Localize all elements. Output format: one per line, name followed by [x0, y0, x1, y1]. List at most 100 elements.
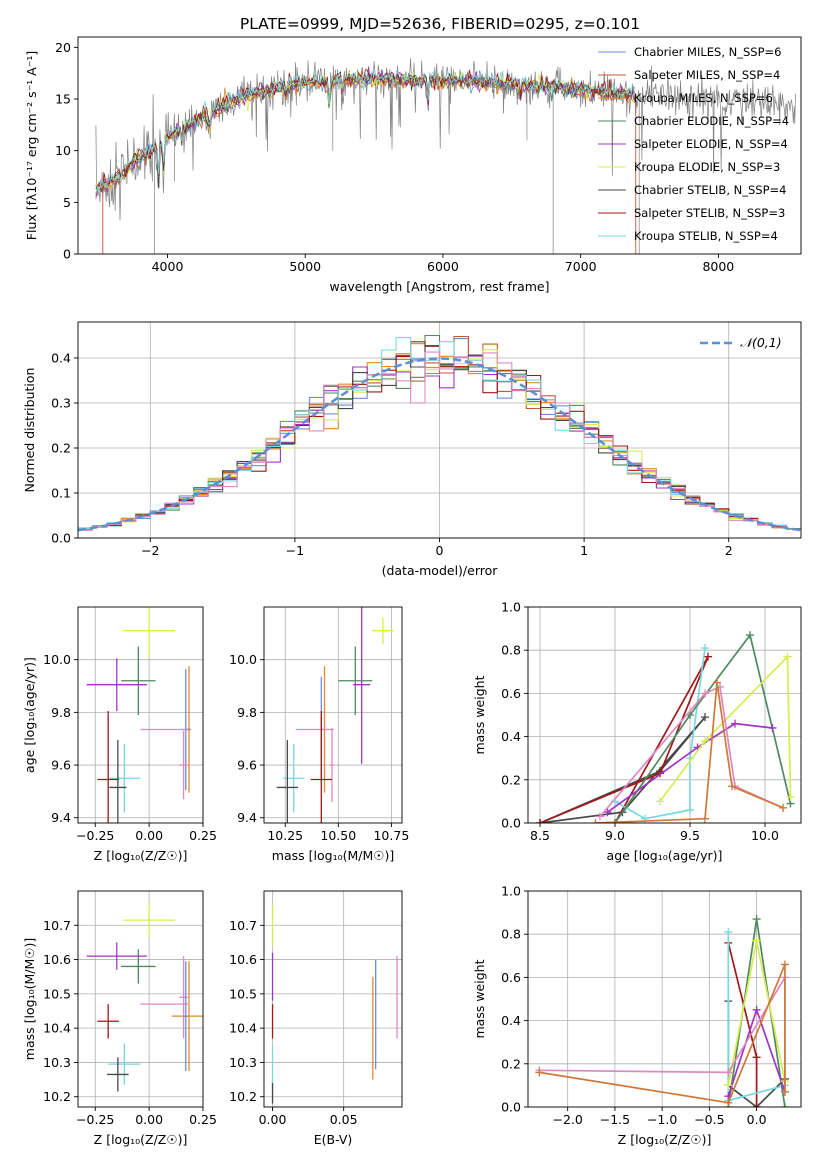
- y-axis-label: mass [log₁₀(M/M☉)]: [22, 938, 37, 1060]
- x-tick-label: −2.0: [552, 1112, 582, 1127]
- weight-marker: [656, 797, 664, 806]
- y-tick-label: 0.4: [51, 351, 71, 366]
- x-tick-label: 0.00: [135, 828, 163, 843]
- x-axis-label: (data-model)/error: [382, 563, 499, 578]
- histogram-series-pink: [78, 351, 801, 531]
- legend-entry: Chabrier STELIB, N_SSP=4: [634, 183, 786, 197]
- legend-entry: Kroupa ELODIE, N_SSP=3: [634, 160, 780, 174]
- weight-marker: [724, 1068, 733, 1077]
- x-tick-label: 1: [580, 543, 588, 558]
- y-tick-label: 0.8: [501, 927, 521, 942]
- y-axis-label: Normed distribution: [22, 368, 37, 493]
- weight-marker: [704, 652, 712, 661]
- weight-marker: [701, 713, 709, 722]
- error-bar-point: [353, 607, 371, 764]
- y-axis-label: Flux [fλ10⁻¹⁷ erg cm⁻² s⁻¹ A⁻¹]: [24, 51, 39, 240]
- weight-marker: [701, 689, 709, 698]
- y-tick-label: 0.2: [51, 441, 71, 456]
- axes-border: [77, 36, 802, 255]
- y-tick-label: 0.0: [501, 1100, 521, 1115]
- error-bar-point: [109, 740, 127, 823]
- y-tick-label: 10.7: [43, 918, 71, 933]
- y-tick-label: 0: [63, 247, 71, 262]
- error-bar-point: [108, 743, 141, 813]
- weight-series-orange2: [539, 963, 786, 1104]
- plot-area: [276, 607, 394, 823]
- axes-frame: 8.5 9.0 9.5 10.0 0.0 0.2 0.4 0.6 0.8 1.0 age [log₁…: [472, 600, 802, 863]
- weight-marker: [724, 1081, 733, 1090]
- axes-border: [527, 890, 802, 1108]
- axes-frame: 4000 5000 6000 7000 8000 0 5 10 15 20 wavelength […: [24, 36, 802, 294]
- x-axis-label: age [log₁₀(age/yr)]: [607, 848, 723, 863]
- x-tick-label: 0.05: [330, 1112, 358, 1127]
- axes-frame: −2 −1 0 1 2 0.0 0.1 0.2 0.3 0.4 (data-model)/error…: [22, 321, 802, 578]
- x-tick-label: −0.5: [694, 1112, 724, 1127]
- weight-marker: [713, 678, 721, 687]
- weight-vs-age-panel: 8.5 9.0 9.5 10.0 0.0 0.2 0.4 0.6 0.8 1.0 age [log₁…: [472, 600, 802, 863]
- legend-entry: Salpeter MILES, N_SSP=4: [634, 68, 780, 82]
- y-tick-label: 9.6: [237, 758, 257, 773]
- legend-entry: Chabrier MILES, N_SSP=6: [634, 45, 781, 59]
- weight-marker: [596, 812, 604, 821]
- x-tick-label: −1.5: [600, 1112, 630, 1127]
- weight-marker: [611, 819, 619, 823]
- error-bar-point: [171, 961, 203, 1071]
- y-tick-label: 10.0: [43, 652, 71, 667]
- weight-marker: [779, 803, 787, 812]
- x-tick-label: 10.75: [373, 828, 409, 843]
- weight-marker: [752, 1053, 761, 1062]
- grid-lines: [528, 890, 801, 1108]
- y-tick-label: 10.0: [229, 652, 257, 667]
- legend-entry: Chabrier ELODIE, N_SSP=4: [634, 114, 789, 128]
- axes-frame: −2.0 −1.5 −1.0 −0.5 0.0 0.0 0.2 0.4 0.6 0.8 1.0 Z […: [472, 884, 802, 1147]
- weight-series-chab-elodie: [614, 634, 792, 823]
- weight-marker: [686, 806, 694, 815]
- x-tick-label: 0.25: [189, 828, 217, 843]
- y-tick-label: 10.6: [229, 952, 257, 967]
- x-tick-label: 9.5: [680, 828, 700, 843]
- weight-marker: [752, 1103, 761, 1107]
- y-tick-label: 10.4: [229, 1021, 257, 1036]
- y-tick-label: 20: [55, 40, 71, 55]
- model-series-salp-stelib: [95, 69, 635, 194]
- model-series-kroupa-stelib: [95, 70, 635, 194]
- y-tick-label: 0.3: [51, 396, 71, 411]
- weight-marker: [746, 631, 754, 640]
- plot-area: [86, 903, 203, 1092]
- plot-area: [536, 631, 795, 823]
- y-tick-label: 0.8: [501, 643, 521, 658]
- error-bar-point: [179, 956, 188, 1039]
- x-tick-label: −2: [141, 543, 159, 558]
- y-tick-label: 0.6: [501, 970, 521, 985]
- y-tick-label: 10.5: [43, 986, 71, 1001]
- y-tick-label: 10.6: [43, 952, 71, 967]
- y-tick-label: 15: [55, 92, 71, 107]
- x-tick-label: 0.25: [189, 1112, 217, 1127]
- x-tick-label: 0.00: [135, 1112, 163, 1127]
- weight-marker: [752, 936, 761, 945]
- weight-marker: [701, 814, 709, 823]
- x-tick-label: 0: [436, 543, 444, 558]
- error-bar-point: [108, 1043, 141, 1085]
- axes-frame: −0.25 0.00 0.25 10.2 10.3 10.4 10.5 10.6 10.7 Z […: [22, 890, 217, 1147]
- x-tick-label: −1: [286, 543, 304, 558]
- weight-marker: [768, 723, 777, 732]
- weight-marker: [535, 1068, 544, 1077]
- y-tick-label: 0.4: [501, 729, 521, 744]
- weight-marker: [536, 819, 544, 823]
- x-tick-label: 10.0: [751, 828, 779, 843]
- y-tick-label: 1.0: [501, 884, 521, 899]
- x-axis-label: mass [log₁₀(M/M☉)]: [272, 848, 394, 863]
- y-tick-label: 9.8: [51, 705, 71, 720]
- error-bar-point: [86, 942, 147, 970]
- x-axis-label: Z [log₁₀(Z/Z☉)]: [618, 1132, 712, 1147]
- weight-marker: [780, 960, 789, 969]
- axes-border: [263, 890, 403, 1108]
- legend-entry: 𝒩(0,1): [740, 335, 782, 350]
- weight-vs-z-panel: −2.0 −1.5 −1.0 −0.5 0.0 0.0 0.2 0.4 0.6 0.8 1.0 Z […: [472, 884, 802, 1147]
- axes-border: [527, 606, 802, 824]
- x-tick-label: −1.0: [647, 1112, 677, 1127]
- x-tick-label: 10.50: [320, 828, 356, 843]
- x-tick-label: 0.0: [747, 1112, 767, 1127]
- error-bar-point: [179, 730, 188, 800]
